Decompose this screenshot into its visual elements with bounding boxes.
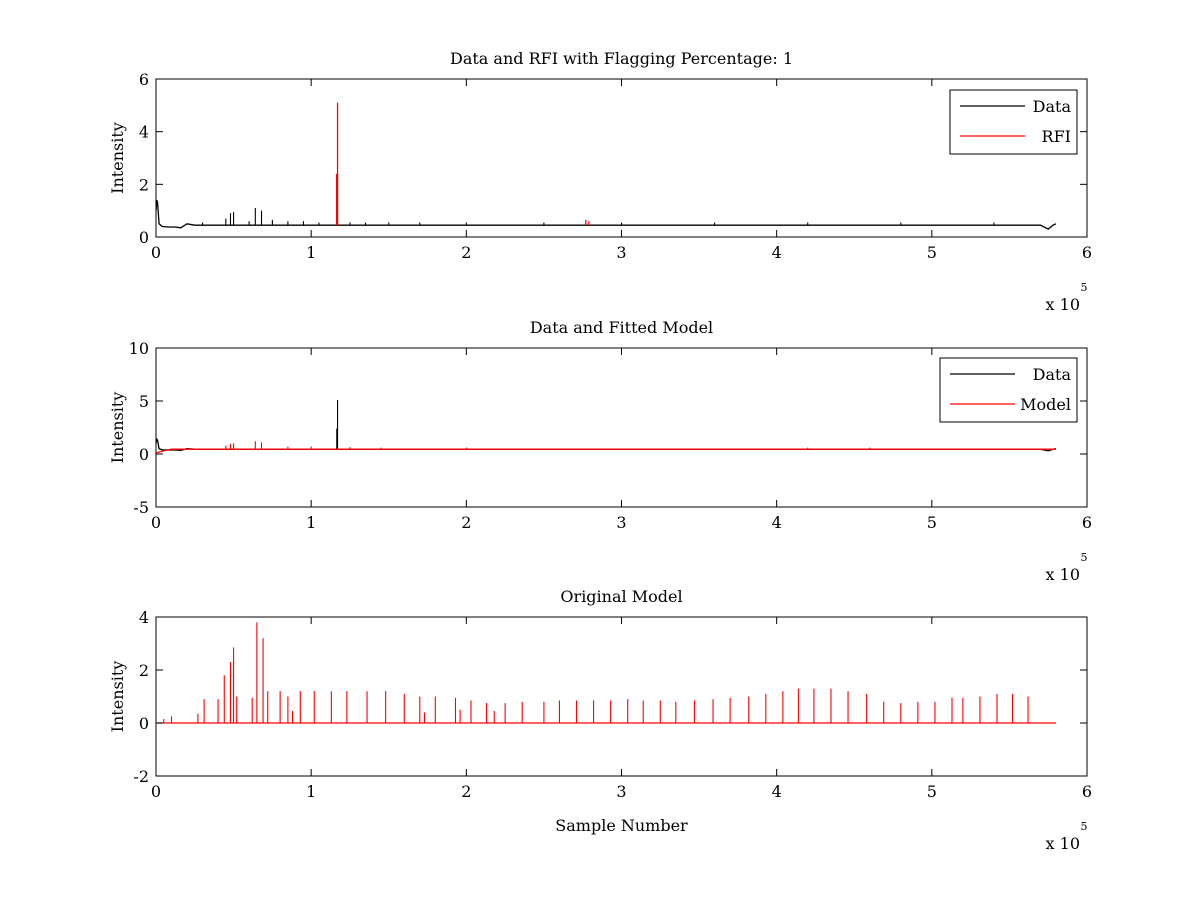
series-line	[156, 199, 1057, 230]
x-tick-label: 3	[616, 782, 626, 801]
series-line	[156, 437, 1057, 452]
x-exponent: 5	[1081, 551, 1088, 564]
plot-area	[156, 102, 1057, 230]
legend-entry: Data	[1033, 97, 1072, 116]
series-model-2	[156, 441, 1056, 454]
plot-area	[156, 622, 1056, 724]
chart-title: Data and Fitted Model	[530, 318, 713, 337]
y-tick-label: 4	[139, 123, 149, 142]
x-exponent-base: x 10	[1046, 834, 1080, 853]
x-tick-label: 3	[616, 513, 626, 532]
axes-box	[155, 616, 1088, 777]
plot-area	[156, 399, 1057, 454]
y-axis-label: Intensity	[108, 122, 127, 194]
x-exponent-base: x 10	[1046, 565, 1080, 584]
x-tick-label: 5	[927, 782, 937, 801]
x-tick-label: 6	[1082, 513, 1092, 532]
y-tick-label: -5	[133, 498, 149, 517]
y-tick-label: 0	[139, 445, 149, 464]
x-tick-label: 0	[151, 513, 161, 532]
x-tick-label: 4	[772, 782, 782, 801]
y-tick-label: 10	[129, 339, 149, 358]
x-exponent: 5	[1081, 820, 1088, 833]
x-tick-label: 6	[1082, 782, 1092, 801]
x-tick-label: 5	[927, 243, 937, 262]
y-tick-label: 4	[139, 608, 149, 627]
chart-title: Data and RFI with Flagging Percentage: 1	[450, 49, 793, 68]
legend-box	[949, 89, 1078, 155]
series-model-1	[156, 622, 1056, 724]
y-tick-label: -2	[133, 767, 149, 786]
x-tick-label: 3	[616, 243, 626, 262]
legend-entry: Data	[1033, 365, 1072, 384]
x-exponent-base: x 10	[1046, 295, 1080, 314]
chart-title: Original Model	[560, 587, 682, 606]
x-exponent: 5	[1081, 281, 1088, 294]
x-tick-label: 1	[306, 782, 316, 801]
x-tick-label: 2	[461, 782, 471, 801]
legend: Data RFI	[949, 89, 1078, 155]
axes-box	[155, 78, 1088, 238]
chart-panel-1: 0 1 2 3 4 5 6 0 2 4 6 Data and RFI with Flagging Pe…	[108, 49, 1092, 314]
axes-box	[155, 347, 1088, 508]
x-tick-label: 1	[306, 243, 316, 262]
x-tick-label: 1	[306, 513, 316, 532]
y-axis-label: Intensity	[108, 392, 127, 464]
series-rfi-2	[335, 102, 590, 226]
y-axis-label: Intensity	[108, 661, 127, 733]
legend-entry: RFI	[1042, 127, 1071, 146]
legend-box	[939, 357, 1078, 423]
legend: Data Model	[939, 357, 1078, 423]
legend-entry: Model	[1020, 395, 1071, 414]
series-line	[156, 448, 1056, 454]
y-tick-label: 6	[139, 70, 149, 89]
x-axis-label: Sample Number	[555, 816, 688, 835]
x-tick-label: 0	[151, 782, 161, 801]
y-tick-label: 2	[139, 175, 149, 194]
x-tick-label: 5	[927, 513, 937, 532]
y-tick-label: 0	[139, 714, 149, 733]
x-tick-label: 2	[461, 243, 471, 262]
x-tick-label: 2	[461, 513, 471, 532]
x-tick-label: 6	[1082, 243, 1092, 262]
y-tick-label: 0	[139, 228, 149, 247]
x-tick-label: 4	[772, 243, 782, 262]
x-tick-label: 4	[772, 513, 782, 532]
y-tick-label: 5	[139, 392, 149, 411]
series-data-1	[156, 199, 1057, 230]
x-tick-label: 0	[151, 243, 161, 262]
series-data-1	[156, 399, 1057, 452]
y-tick-label: 2	[139, 661, 149, 680]
